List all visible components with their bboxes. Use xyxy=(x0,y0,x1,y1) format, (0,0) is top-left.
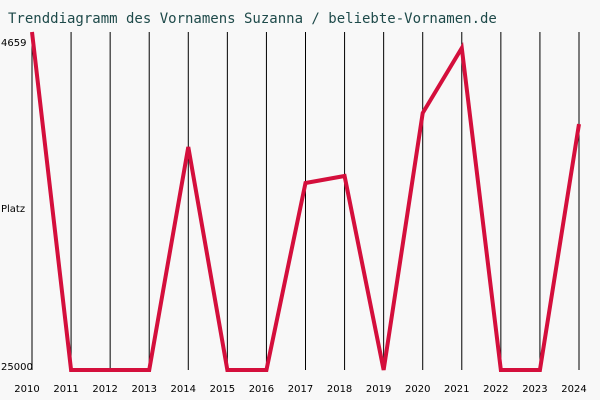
x-tick-label: 2015 xyxy=(210,384,235,395)
x-tick-label: 2023 xyxy=(522,384,547,395)
x-tick-label: 2021 xyxy=(444,384,469,395)
x-tick-label: 2017 xyxy=(288,384,313,395)
x-tick-label: 2011 xyxy=(53,384,78,395)
x-tick-label: 2010 xyxy=(14,384,39,395)
x-tick-label: 2014 xyxy=(171,384,196,395)
x-tick-label: 2018 xyxy=(327,384,352,395)
x-tick-label: 2012 xyxy=(92,384,117,395)
x-tick-label: 2016 xyxy=(249,384,274,395)
y-axis-label: Platz xyxy=(1,204,25,215)
x-tick-label: 2022 xyxy=(483,384,508,395)
x-tick-label: 2013 xyxy=(131,384,156,395)
line xyxy=(30,31,581,372)
y-tick-label: 4659 xyxy=(1,38,26,49)
x-tick-label: 2024 xyxy=(561,384,586,395)
chart-title: Trenddiagramm des Vornamens Suzanna / be… xyxy=(8,11,497,27)
y-tick-label: 25000 xyxy=(1,362,33,373)
x-tick-label: 2019 xyxy=(366,384,391,395)
x-tick-label: 2020 xyxy=(405,384,430,395)
